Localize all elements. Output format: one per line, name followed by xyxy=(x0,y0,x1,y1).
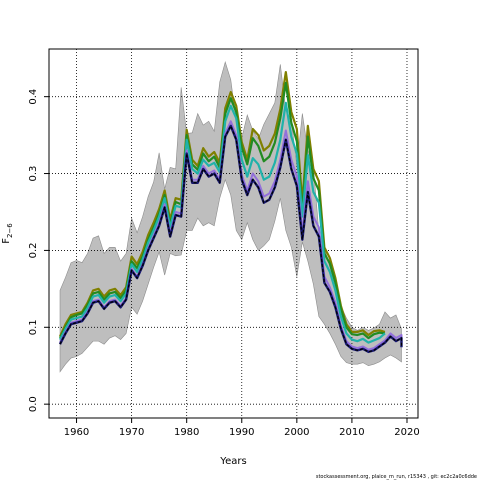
y-tick-label: 0.3 xyxy=(28,166,39,182)
y-tick-label: 0.1 xyxy=(28,319,39,335)
x-axis-label: Years xyxy=(219,456,246,467)
y-axis-label: F2−6 xyxy=(1,223,14,244)
footer-text: stockassessment.org, plaice_m_run, r1534… xyxy=(316,474,477,480)
y-tick-label: 0.2 xyxy=(28,242,39,258)
x-tick-label: 1970 xyxy=(119,427,144,438)
x-tick-label: 2000 xyxy=(284,427,309,438)
confidence-band xyxy=(59,61,402,373)
y-axis-label-subscript: 2−6 xyxy=(6,223,14,238)
confidence-band-area xyxy=(59,61,402,373)
y-tick-label: 0.0 xyxy=(28,396,39,412)
series-lines xyxy=(58,70,403,354)
series-line-3 xyxy=(59,101,386,344)
x-tick-label: 1990 xyxy=(229,427,254,438)
x-tick-label: 1980 xyxy=(174,427,199,438)
x-tick-label: 2020 xyxy=(394,427,419,438)
x-tick-label: 2010 xyxy=(339,427,364,438)
x-axis: 1960 1970 1980 1990 2000 2010 2020 xyxy=(64,418,420,438)
y-axis: 0.0 0.1 0.2 0.3 0.4 xyxy=(28,89,49,412)
plot-frame xyxy=(48,48,419,419)
series-line-6 xyxy=(59,125,403,353)
y-tick-label: 0.4 xyxy=(28,89,39,105)
x-tick-label: 1960 xyxy=(64,427,89,438)
y-axis-label-main: F xyxy=(1,238,12,244)
